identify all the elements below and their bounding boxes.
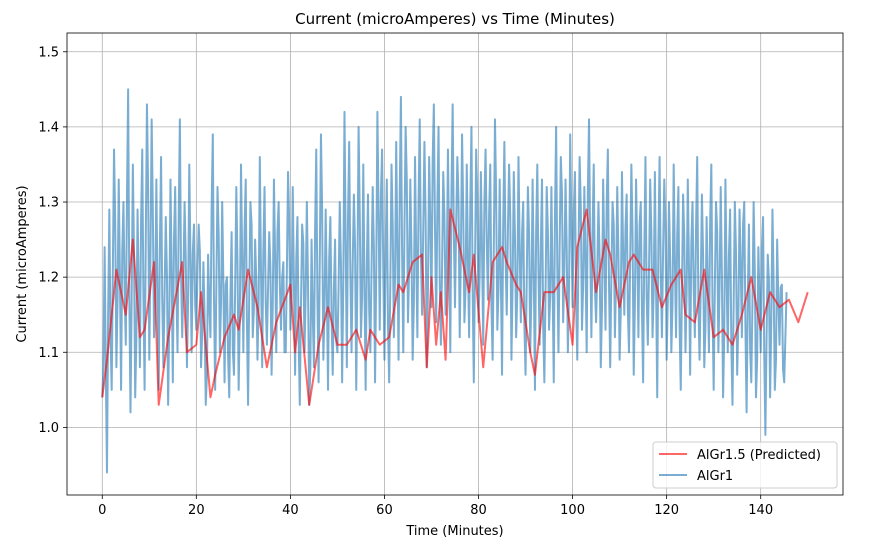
x-tick-label: 120 <box>654 503 679 518</box>
x-axis-title: Time (Minutes) <box>405 524 503 539</box>
y-tick-label: 1.3 <box>38 196 59 211</box>
legend-label-predicted: AlGr1.5 (Predicted) <box>697 448 821 463</box>
y-tick-label: 1.0 <box>38 421 59 436</box>
x-tick-label: 100 <box>560 503 585 518</box>
x-tick-label: 20 <box>188 503 205 518</box>
legend-label-algr1: AlGr1 <box>697 469 733 484</box>
x-tick-label: 80 <box>470 503 487 518</box>
series-line-algr1 <box>101 88 788 474</box>
y-axis: 1.0 1.1 1.2 1.3 1.4 1.5 <box>38 45 67 436</box>
x-tick-label: 60 <box>376 503 393 518</box>
y-tick-label: 1.2 <box>38 271 59 286</box>
y-tick-label: 1.1 <box>38 346 59 361</box>
x-tick-label: 140 <box>748 503 773 518</box>
legend: AlGr1.5 (Predicted) AlGr1 <box>652 441 838 489</box>
legend-box <box>652 441 838 489</box>
y-axis-title: Current (microAmperes) <box>15 185 30 342</box>
x-tick-label: 40 <box>282 503 299 518</box>
series-layer <box>101 88 809 474</box>
chart-title: Current (microAmperes) vs Time (Minutes) <box>295 10 615 28</box>
y-tick-label: 1.4 <box>38 120 59 135</box>
x-tick-label: 0 <box>98 503 106 518</box>
series-line-algr1-5-predicted <box>101 208 809 406</box>
y-tick-label: 1.5 <box>38 45 59 60</box>
plot-frame <box>66 32 844 496</box>
x-axis: 0 20 40 60 80 100 120 140 <box>98 495 773 518</box>
